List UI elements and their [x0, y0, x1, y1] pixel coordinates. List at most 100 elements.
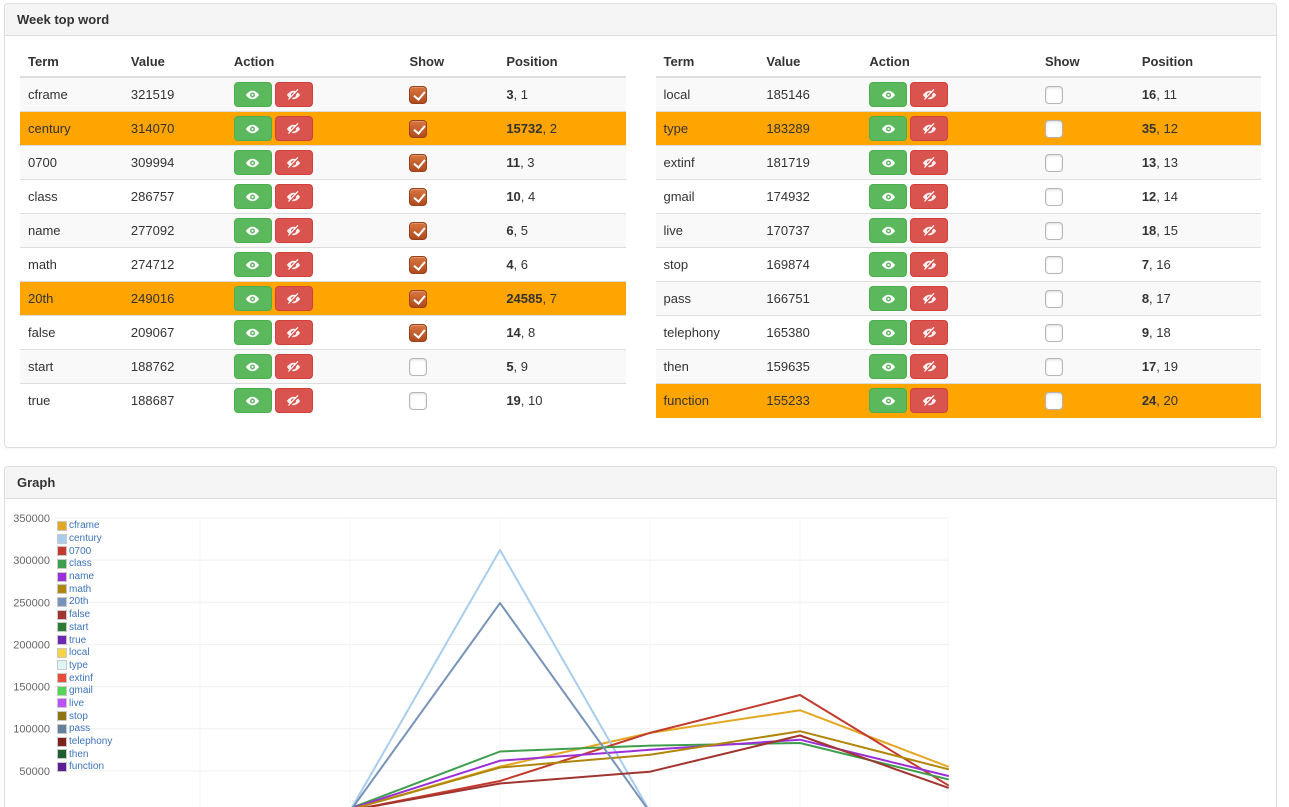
eye-slash-icon	[922, 326, 936, 339]
legend-item-true[interactable]: true	[57, 634, 112, 647]
legend-item-20th[interactable]: 20th	[57, 596, 112, 609]
show-button[interactable]	[233, 150, 272, 175]
hide-button[interactable]	[910, 150, 949, 175]
show-cell	[1036, 349, 1134, 384]
show-checkbox[interactable]	[409, 187, 428, 206]
y-axis-tick-label: 250000	[13, 597, 50, 609]
legend-swatch-icon	[57, 546, 67, 557]
legend-label: true	[69, 634, 87, 646]
show-checkbox[interactable]	[409, 85, 428, 104]
show-checkbox[interactable]	[1044, 119, 1063, 138]
legend-item-extinf[interactable]: extinf	[57, 672, 112, 685]
show-button[interactable]	[869, 252, 908, 277]
show-button[interactable]	[233, 116, 272, 141]
hide-button[interactable]	[274, 82, 313, 107]
hide-button[interactable]	[910, 116, 949, 141]
legend-item-start[interactable]: start	[57, 621, 112, 634]
legend-item-type[interactable]: type	[57, 659, 112, 672]
position-cell: 11, 3	[498, 145, 626, 180]
legend-item-cframe[interactable]: cframe	[57, 520, 112, 533]
show-checkbox[interactable]	[409, 357, 428, 376]
show-checkbox[interactable]	[409, 221, 428, 240]
show-checkbox[interactable]	[1044, 153, 1063, 172]
hide-button[interactable]	[910, 184, 949, 209]
hide-button[interactable]	[274, 320, 313, 345]
show-checkbox[interactable]	[409, 119, 428, 138]
show-button[interactable]	[869, 218, 908, 243]
hide-button[interactable]	[274, 150, 313, 175]
show-button[interactable]	[233, 320, 272, 345]
show-button[interactable]	[869, 116, 908, 141]
legend-item-telephony[interactable]: telephony	[57, 735, 112, 748]
action-cell	[861, 315, 1037, 350]
hide-button[interactable]	[910, 286, 949, 311]
show-checkbox[interactable]	[409, 289, 428, 308]
hide-button[interactable]	[274, 184, 313, 209]
hide-button[interactable]	[910, 252, 949, 277]
legend-item-then[interactable]: then	[57, 748, 112, 761]
hide-button[interactable]	[274, 354, 313, 379]
show-checkbox[interactable]	[1044, 221, 1063, 240]
hide-button[interactable]	[910, 82, 949, 107]
show-button[interactable]	[869, 184, 908, 209]
legend-item-live[interactable]: live	[57, 697, 112, 710]
y-axis-tick-label: 300000	[13, 555, 50, 567]
show-button[interactable]	[869, 82, 908, 107]
show-button[interactable]	[233, 218, 272, 243]
show-button[interactable]	[233, 388, 272, 414]
term-cell: 0700	[20, 145, 123, 180]
show-button[interactable]	[233, 354, 272, 379]
show-checkbox[interactable]	[1044, 255, 1063, 274]
show-checkbox[interactable]	[1044, 187, 1063, 206]
show-checkbox[interactable]	[1044, 289, 1063, 308]
legend-label: name	[69, 571, 95, 583]
show-button[interactable]	[233, 82, 272, 107]
hide-button[interactable]	[910, 354, 949, 379]
show-button[interactable]	[233, 252, 272, 277]
term-cell: cframe	[20, 76, 123, 112]
show-button[interactable]	[869, 150, 908, 175]
legend-item-local[interactable]: local	[57, 646, 112, 659]
legend-item-function[interactable]: function	[57, 761, 112, 774]
show-button[interactable]	[233, 286, 272, 311]
hide-button[interactable]	[274, 252, 313, 277]
show-checkbox[interactable]	[1044, 357, 1063, 376]
legend-item-name[interactable]: name	[57, 570, 112, 583]
table-row: local 185146 16, 11	[655, 76, 1261, 112]
action-cell	[861, 247, 1037, 282]
show-checkbox[interactable]	[409, 391, 428, 410]
value-cell: 286757	[122, 179, 226, 214]
hide-button[interactable]	[274, 286, 313, 311]
show-checkbox[interactable]	[1044, 85, 1063, 104]
show-button[interactable]	[869, 354, 908, 379]
term-cell: telephony	[655, 315, 759, 350]
show-checkbox[interactable]	[1044, 323, 1063, 342]
hide-button[interactable]	[274, 116, 313, 141]
show-button[interactable]	[869, 320, 908, 345]
legend-item-stop[interactable]: stop	[57, 710, 112, 723]
y-axis-tick-label: 200000	[13, 639, 50, 651]
position-cell: 3, 1	[498, 76, 626, 112]
legend-item-false[interactable]: false	[57, 608, 112, 621]
hide-button[interactable]	[910, 218, 949, 243]
show-button[interactable]	[869, 388, 908, 414]
panel-title-graph: Graph	[5, 466, 1276, 499]
hide-button[interactable]	[274, 218, 313, 243]
hide-button[interactable]	[910, 388, 949, 414]
show-checkbox[interactable]	[409, 255, 428, 274]
legend-item-gmail[interactable]: gmail	[57, 684, 112, 697]
hide-button[interactable]	[910, 320, 949, 345]
legend-item-0700[interactable]: 0700	[57, 545, 112, 558]
show-button[interactable]	[233, 184, 272, 209]
show-cell	[401, 315, 499, 350]
legend-item-pass[interactable]: pass	[57, 723, 112, 736]
show-checkbox[interactable]	[409, 323, 428, 342]
hide-button[interactable]	[274, 388, 313, 414]
week-top-word-panel: Week top word Term Value Action Show Positio…	[4, 3, 1277, 448]
legend-item-century[interactable]: century	[57, 532, 112, 545]
legend-item-class[interactable]: class	[57, 558, 112, 571]
show-button[interactable]	[869, 286, 908, 311]
legend-item-math[interactable]: math	[57, 583, 112, 596]
show-checkbox[interactable]	[409, 153, 428, 172]
show-checkbox[interactable]	[1044, 391, 1063, 410]
